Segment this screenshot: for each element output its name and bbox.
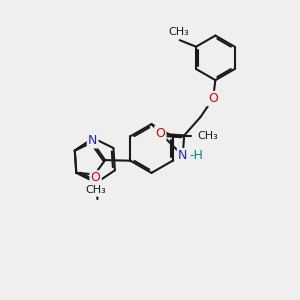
Text: N: N xyxy=(88,134,97,147)
Text: -H: -H xyxy=(189,149,203,162)
Text: O: O xyxy=(155,127,165,140)
Text: O: O xyxy=(208,92,218,105)
Text: O: O xyxy=(91,171,100,184)
Text: CH₃: CH₃ xyxy=(85,185,106,196)
Text: CH₃: CH₃ xyxy=(198,131,218,141)
Text: CH₃: CH₃ xyxy=(168,27,189,37)
Text: N: N xyxy=(178,149,188,162)
